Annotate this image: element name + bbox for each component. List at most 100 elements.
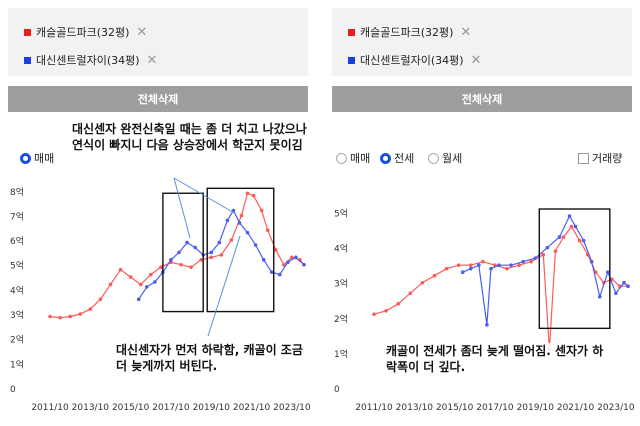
sale-radio-label: 매매 — [34, 152, 55, 165]
y-tick-label: 7억 — [10, 210, 24, 222]
sale-radio-option[interactable]: 매매 — [20, 150, 54, 166]
data-point — [128, 275, 133, 279]
data-point — [177, 250, 181, 255]
data-point — [569, 224, 574, 229]
data-point — [545, 245, 550, 250]
data-point — [273, 248, 278, 252]
data-point — [294, 255, 298, 260]
data-point — [189, 265, 193, 270]
series-line-1 — [462, 214, 629, 325]
y-tick-label: 2억 — [334, 313, 348, 325]
volume-checkbox-label: 거래량 — [592, 152, 623, 165]
red-square-icon — [348, 28, 355, 36]
data-point — [384, 308, 388, 313]
y-tick-label: 4억 — [10, 284, 24, 296]
checkbox-icon[interactable] — [578, 152, 589, 164]
x-tick-label: 2011/10 — [355, 403, 393, 413]
data-point — [444, 266, 449, 271]
y-tick-label: 8억 — [10, 186, 24, 198]
data-point — [302, 262, 306, 267]
data-point — [561, 235, 566, 239]
x-tick-label: 2015/10 — [112, 403, 150, 413]
data-point — [597, 294, 602, 299]
data-point — [68, 314, 72, 319]
data-point — [286, 260, 290, 265]
data-point — [88, 307, 93, 311]
remove-icon[interactable]: ✕ — [470, 52, 482, 68]
x-tick-label: 2017/10 — [152, 403, 190, 413]
data-point — [149, 272, 153, 277]
arrow-line — [207, 235, 241, 337]
data-point — [290, 255, 294, 260]
data-point — [209, 255, 214, 260]
left-panel: 캐슬골드파크(32평) ✕ 대신센트럴자이(34평) ✕ 전체삭제 매매 0 1억… — [8, 0, 312, 426]
data-point — [58, 315, 62, 320]
data-point — [169, 258, 173, 262]
radio-unselected-icon[interactable] — [428, 152, 439, 164]
radio-selected-icon[interactable] — [20, 152, 31, 164]
data-point — [159, 265, 163, 270]
selected-complex-list: 캐슬골드파크(32평) ✕ 대신센트럴자이(34평) ✕ — [332, 8, 632, 76]
monthly-radio-option[interactable]: 월세 — [428, 150, 462, 166]
chip-daesin-central-xi[interactable]: 대신센트럴자이(34평) ✕ — [348, 52, 481, 68]
data-point — [553, 249, 558, 253]
data-point — [573, 224, 578, 229]
right-panel: 캐슬골드파크(32평) ✕ 대신센트럴자이(34평) ✕ 전체삭제 매매 전세 … — [332, 0, 636, 426]
jeonse-radio-label: 전세 — [394, 152, 415, 165]
chip-daesin-central-xi[interactable]: 대신센트럴자이(34평) ✕ — [24, 52, 157, 68]
data-point — [622, 280, 626, 285]
data-point — [245, 191, 250, 196]
data-point — [251, 193, 256, 198]
data-point — [277, 272, 282, 277]
data-point — [626, 284, 630, 289]
chip-castle-gold-park[interactable]: 캐슬골드파크(32평) ✕ — [24, 24, 147, 40]
highlight-box — [206, 187, 275, 313]
annotation-jeonse: 캐골이 전세가 좀더 늦게 떨어짐. 센자가 하락폭이 더 깊다. — [386, 343, 606, 375]
radio-selected-icon[interactable] — [380, 152, 391, 164]
highlight-box — [538, 208, 611, 330]
data-point — [185, 240, 189, 245]
y-tick-label: 1억 — [10, 358, 24, 370]
y-tick-label: 5억 — [10, 260, 24, 272]
radio-unselected-icon[interactable] — [336, 152, 347, 164]
data-point — [509, 263, 513, 267]
data-point — [396, 301, 401, 306]
data-point — [259, 208, 264, 213]
x-tick-label: 2023/10 — [597, 403, 635, 413]
data-point — [505, 266, 509, 271]
y-tick-label: 0 — [10, 385, 16, 395]
data-point — [485, 323, 489, 327]
chip-castle-gold-park[interactable]: 캐슬골드파크(32평) ✕ — [348, 24, 471, 40]
selected-complex-list: 캐슬골드파크(32평) ✕ 대신센트럴자이(34평) ✕ — [8, 8, 308, 76]
data-point — [136, 297, 141, 302]
chip-label: 캐슬골드파크(32평) — [360, 26, 454, 39]
y-tick-label: 1억 — [334, 348, 348, 360]
remove-icon[interactable]: ✕ — [460, 24, 472, 40]
jeonse-radio-option[interactable]: 전세 — [380, 150, 414, 166]
data-point — [477, 263, 481, 267]
data-point — [138, 282, 143, 287]
data-point — [567, 214, 572, 218]
data-point — [48, 314, 52, 319]
delete-all-button[interactable]: 전체삭제 — [332, 86, 632, 112]
data-point — [468, 263, 473, 267]
chip-label: 대신센트럴자이(34평) — [36, 54, 140, 67]
remove-icon[interactable]: ✕ — [146, 52, 158, 68]
delete-all-button[interactable]: 전체삭제 — [8, 86, 308, 112]
data-point — [589, 259, 594, 264]
data-point — [282, 262, 286, 267]
volume-checkbox-option[interactable]: 거래량 — [578, 150, 622, 166]
x-tick-label: 2023/10 — [273, 403, 311, 413]
series-line-1 — [138, 209, 305, 300]
data-point — [253, 243, 258, 247]
data-point — [229, 238, 234, 242]
x-tick-label: 2019/10 — [517, 403, 555, 413]
sale-radio-option[interactable]: 매매 — [336, 150, 370, 166]
remove-icon[interactable]: ✕ — [136, 24, 148, 40]
data-point — [179, 262, 183, 267]
x-tick-label: 2019/10 — [193, 403, 231, 413]
arrow-line — [173, 177, 191, 239]
blue-square-icon — [348, 56, 355, 64]
data-point — [541, 252, 546, 257]
data-point — [529, 259, 534, 264]
